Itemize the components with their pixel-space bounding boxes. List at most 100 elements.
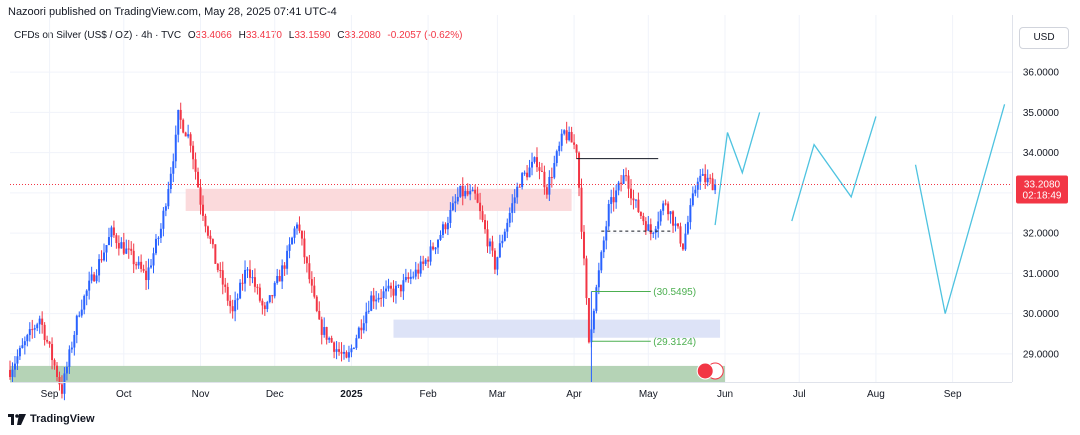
candle-body xyxy=(714,184,717,191)
candle-body xyxy=(620,182,623,184)
y-tick-label: 29.0000 xyxy=(1023,349,1060,360)
candle-body xyxy=(65,366,68,374)
candle-body xyxy=(197,171,200,188)
candle-body xyxy=(214,244,217,264)
candle-body xyxy=(535,157,538,168)
candle-body xyxy=(404,277,407,281)
candle-body xyxy=(523,172,526,174)
candle-body xyxy=(461,185,464,197)
candle-body xyxy=(209,235,212,240)
candle-body xyxy=(224,284,227,287)
candle-body xyxy=(115,235,118,244)
candle-body xyxy=(117,243,120,249)
y-tick-label: 34.0000 xyxy=(1023,148,1060,159)
candle-body xyxy=(664,203,667,205)
candle-body xyxy=(570,131,573,143)
x-tick-label: Jul xyxy=(793,389,806,400)
candle-body xyxy=(399,284,402,292)
candle-body xyxy=(587,298,590,343)
candle-body xyxy=(432,246,435,250)
candle-body xyxy=(41,318,44,325)
candle-body xyxy=(674,223,677,226)
candle-body xyxy=(23,341,26,346)
candle-body xyxy=(526,172,529,178)
candle-body xyxy=(31,329,34,331)
candle-body xyxy=(694,189,697,194)
x-tick-label: Aug xyxy=(867,389,885,400)
y-tick-label: 35.0000 xyxy=(1023,108,1060,119)
candle-body xyxy=(21,345,24,349)
candle-body xyxy=(187,134,190,137)
candle-body xyxy=(98,259,101,276)
low-label: L xyxy=(288,30,295,41)
candle-body xyxy=(177,109,180,135)
candle-body xyxy=(295,224,298,229)
candle-body xyxy=(159,228,162,238)
us-flag-icon xyxy=(696,362,714,380)
candle-body xyxy=(234,300,237,312)
candle-body xyxy=(60,384,63,394)
candle-body xyxy=(43,324,46,340)
candle-body xyxy=(563,130,566,134)
candle-body xyxy=(140,261,143,269)
candle-body xyxy=(580,187,583,232)
candle-body xyxy=(615,190,618,203)
candle-body xyxy=(684,233,687,250)
candle-body xyxy=(226,286,229,301)
candle-body xyxy=(278,275,281,282)
candle-body xyxy=(281,265,284,282)
candle-body xyxy=(543,171,546,188)
currency-button[interactable]: USD xyxy=(1019,27,1069,49)
candle-body xyxy=(484,220,487,230)
high-label: H xyxy=(238,30,246,41)
candle-body xyxy=(201,204,204,216)
candle-body xyxy=(521,173,524,188)
candle-body xyxy=(397,284,400,286)
candle-body xyxy=(553,163,556,178)
candle-body xyxy=(112,227,115,236)
candle-body xyxy=(315,296,318,311)
candle-body xyxy=(300,230,303,239)
candle-body xyxy=(625,175,628,177)
candle-body xyxy=(367,310,370,312)
candle-body xyxy=(211,239,214,245)
candle-body xyxy=(105,245,108,253)
level-label: (30.5495) xyxy=(653,287,696,298)
candle-body xyxy=(474,189,477,194)
x-tick-label: Jun xyxy=(717,389,733,400)
candle-body xyxy=(103,252,106,261)
candle-body xyxy=(558,145,561,152)
candle-body xyxy=(496,257,499,270)
x-tick-label: Oct xyxy=(116,389,132,400)
candle-body xyxy=(385,288,388,292)
candle-body xyxy=(652,232,655,234)
candle-body xyxy=(360,327,363,331)
candle-body xyxy=(362,323,365,331)
candle-body xyxy=(627,175,630,189)
candle-body xyxy=(28,329,31,336)
candle-body xyxy=(291,237,294,245)
candle-body xyxy=(375,299,378,302)
candle-body xyxy=(90,274,93,281)
candle-body xyxy=(107,237,110,246)
candle-body xyxy=(528,167,531,178)
candle-body xyxy=(137,261,140,266)
candle-body xyxy=(513,197,516,204)
open-value: 33.4066 xyxy=(195,30,232,41)
candle-body xyxy=(540,170,543,172)
candle-body xyxy=(189,134,192,146)
candle-body xyxy=(78,315,81,317)
candle-body xyxy=(469,191,472,195)
candle-body xyxy=(100,259,103,261)
candle-body xyxy=(320,319,323,335)
candle-body xyxy=(347,352,350,358)
candle-body xyxy=(632,198,635,201)
candle-body xyxy=(600,252,603,271)
candle-body xyxy=(464,191,467,197)
candle-body xyxy=(662,203,665,211)
candle-body xyxy=(699,175,702,182)
candle-body xyxy=(595,287,598,311)
candle-body xyxy=(414,269,417,277)
candle-body xyxy=(568,131,571,141)
